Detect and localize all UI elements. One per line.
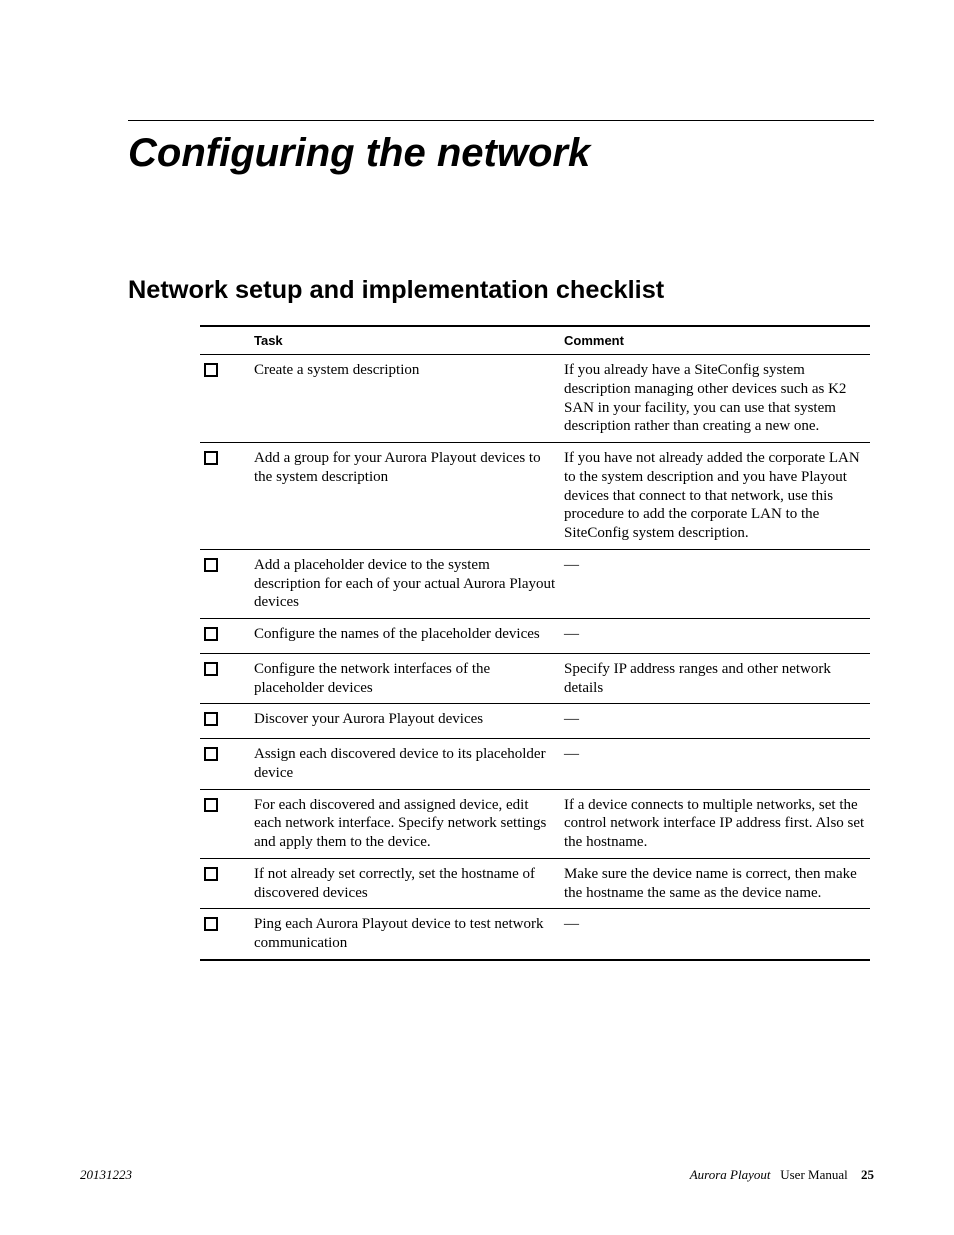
comment-cell: — (560, 739, 870, 790)
task-cell: If not already set correctly, set the ho… (250, 858, 560, 909)
table-header-row: Task Comment (200, 326, 870, 355)
comment-cell: — (560, 619, 870, 654)
table-row: Discover your Aurora Playout devices — (200, 704, 870, 739)
checkbox-cell (200, 739, 250, 790)
comment-cell: If a device connects to multiple network… (560, 789, 870, 858)
col-header-comment: Comment (560, 326, 870, 355)
task-cell: Discover your Aurora Playout devices (250, 704, 560, 739)
table-row: Ping each Aurora Playout device to test … (200, 909, 870, 960)
table-row: Add a group for your Aurora Playout devi… (200, 443, 870, 550)
chapter-title: Configuring the network (128, 131, 874, 176)
col-header-checkbox (200, 326, 250, 355)
footer-date: 20131223 (80, 1167, 132, 1183)
comment-cell: — (560, 909, 870, 960)
checkbox-icon[interactable] (204, 627, 218, 641)
checkbox-icon[interactable] (204, 363, 218, 377)
task-cell: Configure the network interfaces of the … (250, 653, 560, 704)
checkbox-cell (200, 789, 250, 858)
checkbox-cell (200, 443, 250, 550)
col-header-task: Task (250, 326, 560, 355)
checkbox-cell (200, 653, 250, 704)
checkbox-icon[interactable] (204, 712, 218, 726)
footer-product: Aurora Playout (690, 1167, 771, 1182)
task-cell: Add a placeholder device to the system d… (250, 549, 560, 618)
comment-cell: Specify IP address ranges and other netw… (560, 653, 870, 704)
table-row: If not already set correctly, set the ho… (200, 858, 870, 909)
checkbox-cell (200, 704, 250, 739)
table-row: Configure the network interfaces of the … (200, 653, 870, 704)
footer-doc-title: Aurora Playout User Manual 25 (690, 1167, 874, 1183)
checkbox-cell (200, 909, 250, 960)
checkbox-icon[interactable] (204, 798, 218, 812)
task-cell: Add a group for your Aurora Playout devi… (250, 443, 560, 550)
footer-page-number: 25 (861, 1167, 874, 1182)
task-cell: Create a system description (250, 355, 560, 443)
table-row: Create a system description If you alrea… (200, 355, 870, 443)
checkbox-cell (200, 858, 250, 909)
checkbox-cell (200, 355, 250, 443)
table-row: For each discovered and assigned device,… (200, 789, 870, 858)
table-row: Add a placeholder device to the system d… (200, 549, 870, 618)
checkbox-icon[interactable] (204, 451, 218, 465)
task-cell: Ping each Aurora Playout device to test … (250, 909, 560, 960)
task-cell: Configure the names of the placeholder d… (250, 619, 560, 654)
table-row: Configure the names of the placeholder d… (200, 619, 870, 654)
footer-manual: User Manual (780, 1167, 848, 1182)
section-title: Network setup and implementation checkli… (128, 276, 874, 305)
comment-cell: If you have not already added the corpor… (560, 443, 870, 550)
chapter-rule (128, 120, 874, 121)
checkbox-icon[interactable] (204, 747, 218, 761)
checklist-body: Create a system description If you alrea… (200, 355, 870, 960)
comment-cell: Make sure the device name is correct, th… (560, 858, 870, 909)
checkbox-icon[interactable] (204, 558, 218, 572)
checkbox-icon[interactable] (204, 867, 218, 881)
checkbox-icon[interactable] (204, 662, 218, 676)
checkbox-cell (200, 549, 250, 618)
comment-cell: — (560, 549, 870, 618)
comment-cell: — (560, 704, 870, 739)
comment-cell: If you already have a SiteConfig system … (560, 355, 870, 443)
task-cell: For each discovered and assigned device,… (250, 789, 560, 858)
checkbox-icon[interactable] (204, 917, 218, 931)
checklist-table: Task Comment Create a system description… (200, 325, 870, 961)
page-footer: 20131223 Aurora Playout User Manual 25 (80, 1167, 874, 1183)
table-row: Assign each discovered device to its pla… (200, 739, 870, 790)
checkbox-cell (200, 619, 250, 654)
task-cell: Assign each discovered device to its pla… (250, 739, 560, 790)
